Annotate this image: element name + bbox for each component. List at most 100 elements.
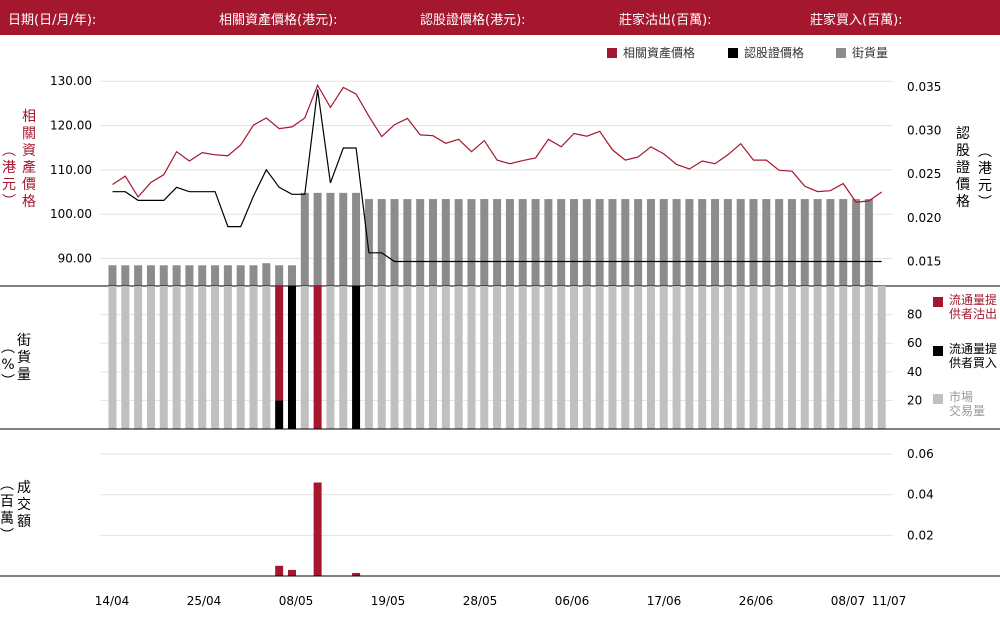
x-tick-label: 25/04 <box>187 594 222 608</box>
x-tick-label: 08/05 <box>279 594 314 608</box>
market-volume-bar <box>749 286 758 429</box>
header-bar: 日期(日/月/年): 相關資產價格(港元): 認股證價格(港元): 莊家沽出(百… <box>0 0 1000 35</box>
legend-mm-sell-line1: 流通量提 <box>949 293 998 307</box>
legend-mm-sell-line2: 供者沽出 <box>949 307 998 321</box>
outstanding-bar <box>441 199 450 286</box>
market-volume-bar <box>608 286 617 429</box>
legend-mm-buy-line1: 流通量提 <box>949 342 998 356</box>
turnover-bar <box>313 482 322 576</box>
y-right-tick-label: 0.025 <box>907 167 941 181</box>
legend-market-swatch <box>933 394 943 404</box>
mm-buy-bar <box>275 400 284 429</box>
y-right-tick-label: 0.015 <box>907 255 941 269</box>
outstanding-bar <box>493 199 502 286</box>
market-volume-bar <box>570 286 579 429</box>
mid-left-axis-unit: ︵% ︶ <box>1 340 15 390</box>
outstanding-bar <box>159 265 168 286</box>
market-volume-bar <box>557 286 566 429</box>
legend-mm-buy-swatch <box>933 346 943 356</box>
legend-asset-label: 相關資產價格 <box>623 46 696 60</box>
market-volume-bar <box>223 286 232 429</box>
outstanding-bar <box>800 199 809 286</box>
market-volume-bar <box>249 286 258 429</box>
market-volume-bar <box>595 286 604 429</box>
y-left-tick-label: 120.00 <box>50 119 92 133</box>
outstanding-bar <box>787 199 796 286</box>
market-volume-bar <box>787 286 796 429</box>
x-tick-label: 17/06 <box>647 594 682 608</box>
left-top-axis-unit: ︵ 港元 ︶ <box>2 143 16 210</box>
outstanding-bar <box>621 199 630 286</box>
market-volume-bar <box>711 286 720 429</box>
x-tick-label: 28/05 <box>463 594 498 608</box>
legend-outstanding-swatch <box>836 47 846 58</box>
legend-mm-buy-line2: 供者買入 <box>949 356 998 370</box>
outstanding-bar <box>659 199 668 286</box>
market-volume-bar <box>775 286 784 429</box>
outstanding-bar <box>711 199 720 286</box>
outstanding-bar <box>326 192 335 286</box>
market-volume-bar <box>134 286 143 429</box>
market-volume-bar <box>390 286 399 429</box>
outstanding-bar <box>531 199 540 286</box>
market-volume-bar <box>236 286 245 429</box>
market-volume-bar <box>429 286 437 429</box>
outstanding-bar <box>864 199 873 286</box>
turnover-bar <box>287 569 296 576</box>
asset-price-label: 相關資產價格(港元): <box>219 13 338 28</box>
outstanding-bar <box>634 199 643 286</box>
outstanding-bar <box>480 199 489 286</box>
turnover-bar <box>275 565 284 576</box>
x-tick-label: 14/04 <box>95 594 130 608</box>
market-volume-bar <box>531 286 540 429</box>
outstanding-bar <box>313 192 322 286</box>
market-volume-bar <box>685 286 694 429</box>
market-volume-bar <box>364 286 373 429</box>
market-volume-bar <box>698 286 707 429</box>
outstanding-bar <box>762 199 771 286</box>
market-volume-bar <box>403 286 412 429</box>
outstanding-bar <box>570 199 579 286</box>
legend-market: 市場 交易量 <box>933 390 985 418</box>
legend-asset: 相關資產價格 <box>607 44 695 61</box>
market-volume-bar <box>441 286 450 429</box>
y-left-tick-label: 130.00 <box>50 74 92 88</box>
outstanding-bar <box>749 199 758 286</box>
mm-buy-bar <box>287 286 296 429</box>
outstanding-bar <box>198 265 207 286</box>
market-volume-bar <box>762 286 771 429</box>
bank-bought-label: 莊家買入(百萬): <box>810 13 903 28</box>
outstanding-bar <box>826 199 835 286</box>
market-volume-bar <box>146 286 155 429</box>
outstanding-bar <box>646 199 655 286</box>
outstanding-bar <box>775 199 784 286</box>
x-tick-label: 26/06 <box>739 594 774 608</box>
outstanding-bar <box>300 192 309 286</box>
outstanding-bar <box>211 265 220 286</box>
outstanding-bar <box>454 199 463 286</box>
outstanding-bar <box>685 199 694 286</box>
market-volume-bar <box>723 286 732 429</box>
warrant-price-label: 認股證價格(港元): <box>420 13 526 28</box>
outstanding-bar <box>236 265 245 286</box>
mm-sell-bar <box>275 286 284 401</box>
x-tick-label: 06/06 <box>555 594 590 608</box>
outstanding-bar <box>108 265 117 286</box>
outstanding-bar <box>121 265 130 286</box>
market-volume-bar <box>621 286 630 429</box>
market-volume-bar <box>300 286 309 429</box>
market-volume-bar <box>736 286 745 429</box>
outstanding-bar <box>582 199 591 286</box>
legend-warrant-label: 認股證價格 <box>744 46 805 60</box>
market-volume-bar <box>339 286 348 429</box>
left-top-axis-title: 相關資 產價格 <box>22 109 36 210</box>
mid-left-axis-title: 街貨量 <box>17 333 31 383</box>
bottom-left-axis-title: 成交額 <box>17 480 31 530</box>
y-mid-tick-label: 60 <box>907 336 922 350</box>
market-volume-bar <box>813 286 822 429</box>
legend-warrant-swatch <box>728 47 738 58</box>
y-left-tick-label: 90.00 <box>58 252 92 266</box>
market-volume-bar <box>262 286 271 429</box>
market-volume-bar <box>839 286 848 429</box>
